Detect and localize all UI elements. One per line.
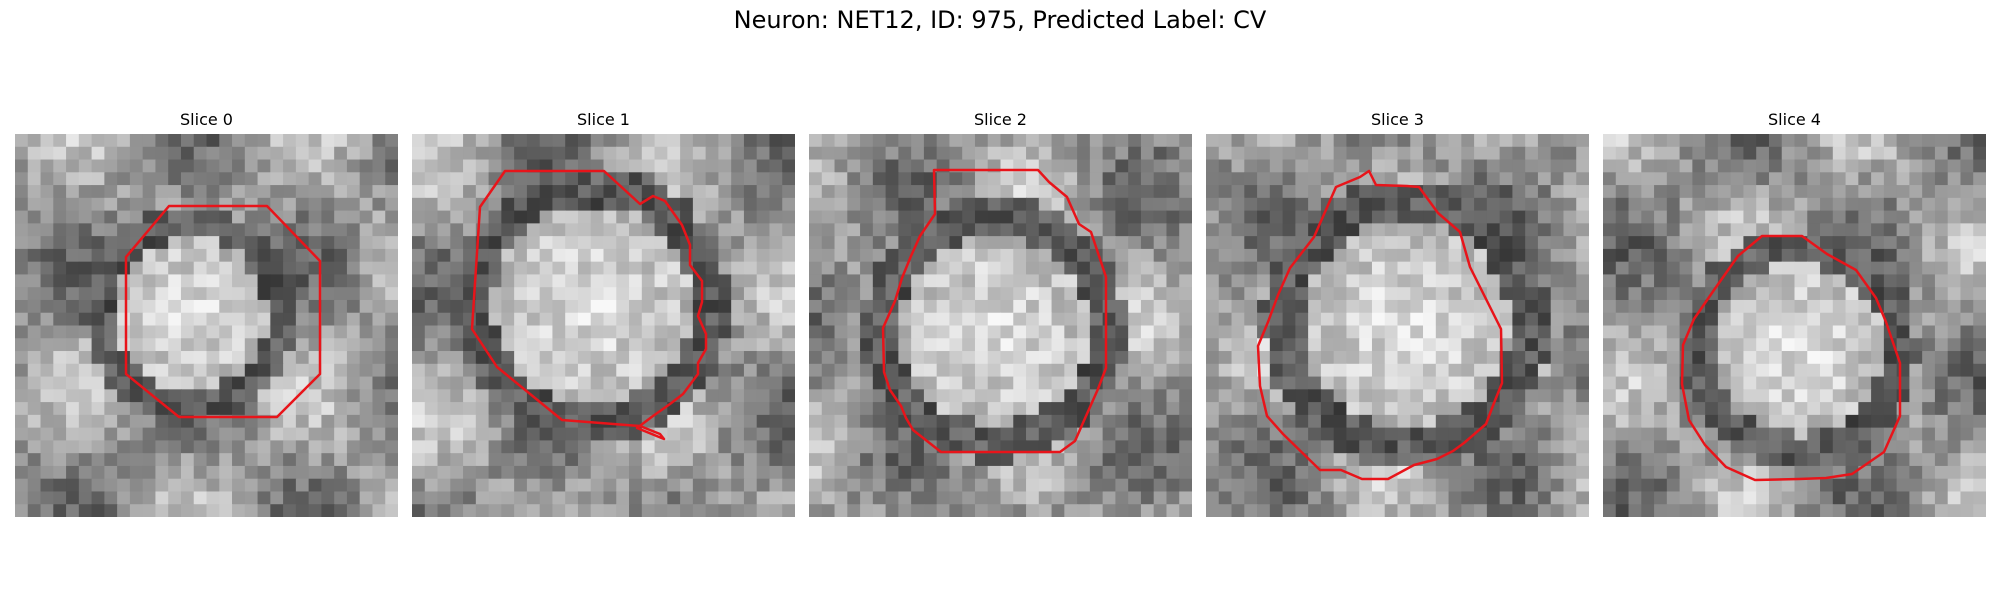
slice-image-3 <box>1206 134 1589 517</box>
slice-image-4 <box>1603 134 1986 517</box>
slice-title-2: Slice 2 <box>974 110 1027 129</box>
roi-outline-0 <box>124 204 322 419</box>
slice-title-4: Slice 4 <box>1768 110 1821 129</box>
figure-title: Neuron: NET12, ID: 975, Predicted Label:… <box>733 6 1267 34</box>
slice-image-1 <box>412 134 795 517</box>
roi-outline-2 <box>881 168 1108 454</box>
slice-title-0: Slice 0 <box>180 110 233 129</box>
roi-outline-3 <box>1256 169 1504 481</box>
roi-outline-4 <box>1680 234 1902 482</box>
slice-title-1: Slice 1 <box>577 110 630 129</box>
roi-outline-1 <box>470 169 708 441</box>
slice-title-3: Slice 3 <box>1371 110 1424 129</box>
slice-image-0 <box>15 134 398 517</box>
slice-image-2 <box>809 134 1192 517</box>
